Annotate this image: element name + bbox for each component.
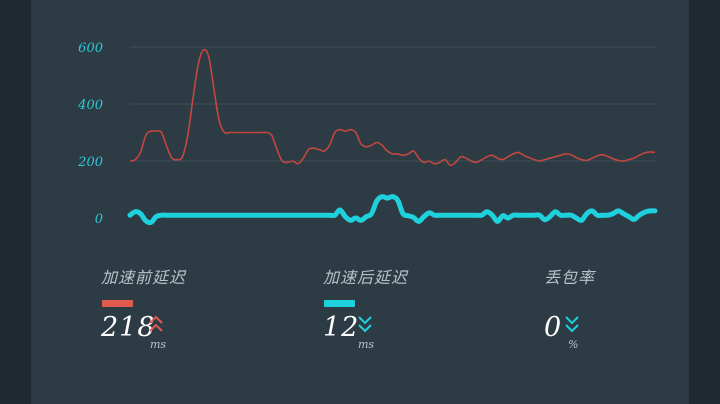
- legend-after-swatch: [324, 300, 355, 307]
- legend-before-swatch: [102, 300, 133, 307]
- trend-down-icon: [565, 316, 579, 333]
- series-after-line: [127, 194, 658, 226]
- series-before-line: [129, 48, 656, 167]
- stat-before-label: 加速前延迟: [101, 268, 187, 287]
- y-axis-ticks: 600 400 200 0: [77, 41, 103, 227]
- chart-grid: [130, 46, 657, 162]
- trend-down-icon: [358, 316, 372, 333]
- y-tick-label: 200: [77, 155, 103, 170]
- stat-before-unit: ms: [150, 338, 167, 351]
- y-tick-label: 0: [95, 212, 103, 227]
- stat-after-label: 加速后延迟: [323, 268, 409, 287]
- stat-loss-label: 丢包率: [544, 268, 596, 287]
- y-tick-label: 400: [77, 98, 103, 113]
- trend-up-icon: [149, 315, 163, 332]
- stat-before-value: 218: [101, 312, 156, 343]
- latency-panel: [31, 0, 689, 404]
- y-tick-label: 600: [78, 41, 103, 56]
- stat-loss-value: 0: [544, 312, 563, 343]
- stat-loss-unit: %: [568, 338, 579, 351]
- stat-after-unit: ms: [358, 338, 375, 351]
- stat-after-value: 12: [323, 312, 360, 343]
